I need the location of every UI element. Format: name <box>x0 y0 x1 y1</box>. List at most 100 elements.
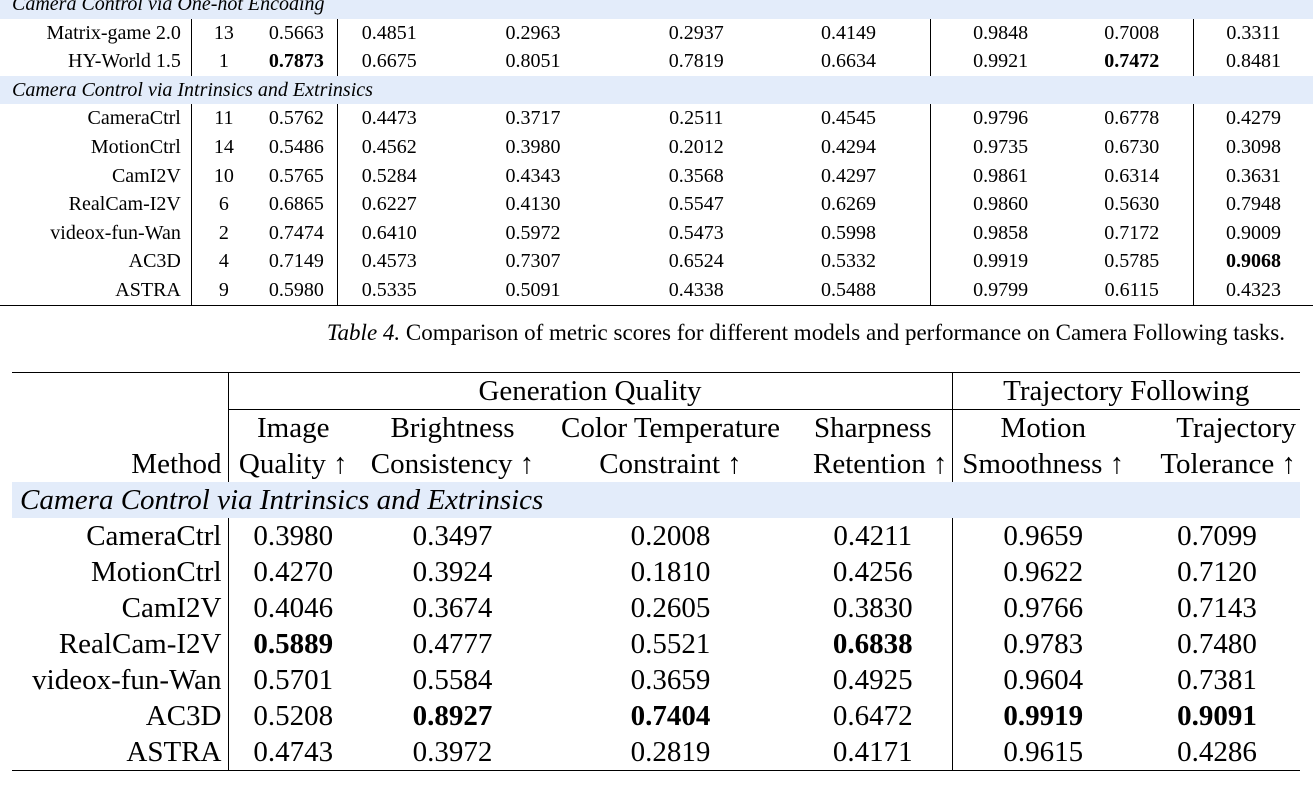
score-cell: 0.7948 <box>1193 190 1313 219</box>
method-cell: RealCam-I2V <box>58 628 222 660</box>
score-cell: 0.6524 <box>668 250 724 273</box>
score-cell: 0.4270 <box>227 554 358 590</box>
score-cell: 0.9919 <box>951 698 1134 734</box>
score-cell: 0.3980 <box>227 518 358 554</box>
score-cell: 0.6778 <box>1104 107 1160 130</box>
score-cell: 0.5208 <box>227 698 358 734</box>
group-header-generation: Generation Quality <box>227 372 952 410</box>
section-row-intrinsics: Camera Control via Intrinsics and Extrin… <box>12 482 1300 518</box>
rank-cell: 10 <box>190 161 256 191</box>
score-cell: 0.9799 <box>929 275 1071 306</box>
score-cell: 0.9766 <box>951 590 1134 626</box>
score-cell: 0.5284 <box>336 161 441 191</box>
score-cell: 0.9861 <box>929 161 1071 191</box>
score-cell: 0.4473 <box>336 104 441 133</box>
table-row: RealCam-I2V 0.5889 0.4777 0.5521 0.6838 … <box>12 626 1300 662</box>
score-cell: 0.9783 <box>951 626 1134 662</box>
score-cell: 0.9615 <box>951 734 1134 771</box>
table-row: CamI2V 10 0.5765 0.5284 0.4343 0.3568 0.… <box>0 161 1313 191</box>
score-cell: 0.5630 <box>1104 193 1160 216</box>
score-cell: 0.7008 <box>1104 21 1160 44</box>
score-cell: 0.2008 <box>630 520 711 552</box>
method-cell: ASTRA <box>0 275 192 306</box>
table-row: HY-World 1.5 1 0.7873 0.6675 0.8051 0.78… <box>0 47 1313 76</box>
score-cell: 0.7480 <box>1177 628 1257 660</box>
table-row: videox-fun-Wan 0.5701 0.5584 0.3659 0.49… <box>12 662 1300 698</box>
score-cell: 0.5762 <box>268 107 324 130</box>
column-header-row: Method Quality ↑ Consistency ↑ Constrain… <box>12 446 1300 482</box>
method-cell: CameraCtrl <box>87 107 181 130</box>
score-cell: 0.4343 <box>505 164 561 187</box>
score-cell: 0.9919 <box>929 247 1071 276</box>
col-header-color: Color Temperature <box>561 412 780 444</box>
score-cell: 0.4338 <box>625 275 768 306</box>
score-cell: 0.7472 <box>1104 50 1160 73</box>
method-cell: MotionCtrl <box>90 135 181 158</box>
table-row: CamI2V 0.4046 0.3674 0.2605 0.3830 0.976… <box>12 590 1300 626</box>
col-header-brightness-2: Consistency ↑ <box>370 448 535 480</box>
table-row: AC3D 0.5208 0.8927 0.7404 0.6472 0.9919 … <box>12 698 1300 734</box>
col-header-sharpness-2: Retention ↑ <box>812 448 948 480</box>
score-cell: 0.5488 <box>767 275 931 306</box>
score-cell: 0.4573 <box>336 247 441 276</box>
score-cell: 0.4130 <box>505 193 561 216</box>
score-cell: 0.5998 <box>821 221 877 244</box>
score-cell: 0.9622 <box>951 554 1134 590</box>
score-cell: 0.3830 <box>832 592 913 624</box>
score-cell: 0.8051 <box>505 50 561 73</box>
score-cell: 0.4323 <box>1193 275 1313 306</box>
score-cell: 0.7307 <box>505 250 561 273</box>
empty-header-cell <box>12 372 228 410</box>
section-label: Camera Control via One-hot Encoding <box>0 0 1313 19</box>
score-cell: 0.9659 <box>951 518 1134 554</box>
score-cell: 0.2012 <box>668 135 724 158</box>
score-cell: 0.9735 <box>929 132 1071 162</box>
method-cell: ASTRA <box>12 734 228 771</box>
section-row-intrinsics: Camera Control via Intrinsics and Extrin… <box>0 75 1313 105</box>
score-cell: 0.4545 <box>821 107 877 130</box>
score-cell: 0.3980 <box>505 135 561 158</box>
col-header-trajectory: Trajectory <box>1176 412 1296 444</box>
score-cell: 0.3659 <box>630 664 711 696</box>
table-row: ASTRA 0.4743 0.3972 0.2819 0.4171 0.9615… <box>12 734 1300 771</box>
score-cell: 0.9858 <box>929 218 1071 248</box>
score-cell: 0.5889 <box>227 626 358 662</box>
score-cell: 0.5521 <box>630 628 711 660</box>
method-cell: CameraCtrl <box>86 520 222 552</box>
score-cell: 0.6634 <box>821 50 877 73</box>
table-row: RealCam-I2V 6 0.6865 0.6227 0.4130 0.554… <box>0 190 1313 219</box>
score-cell: 0.4297 <box>821 164 877 187</box>
section-label: Camera Control via Intrinsics and Extrin… <box>0 75 1313 105</box>
score-cell: 0.7099 <box>1177 520 1257 552</box>
score-cell: 0.7381 <box>1177 664 1257 696</box>
score-cell: 0.4925 <box>832 664 913 696</box>
rank-cell: 1 <box>190 47 256 76</box>
score-cell: 0.7149 <box>268 250 324 273</box>
method-cell: videox-fun-Wan <box>50 221 181 244</box>
method-cell: MotionCtrl <box>90 556 222 588</box>
column-header-row: Image Brightness Color Temperature Sharp… <box>12 409 1300 446</box>
score-cell: 0.9796 <box>929 104 1071 133</box>
score-cell: 0.6115 <box>1070 275 1194 306</box>
score-cell: 0.2937 <box>668 21 724 44</box>
table-row: CameraCtrl 11 0.5762 0.4473 0.3717 0.251… <box>0 104 1313 133</box>
col-header-brightness: Brightness <box>390 412 515 444</box>
group-header-trajectory: Trajectory Following <box>951 372 1300 410</box>
score-cell: 0.3972 <box>358 734 547 771</box>
score-cell: 0.1810 <box>630 556 711 588</box>
method-cell: CamI2V <box>111 164 181 187</box>
previous-results-table: Camera Control via One-hot Encoding Matr… <box>0 0 1313 306</box>
score-cell: 0.6838 <box>832 628 913 660</box>
method-cell: AC3D <box>145 700 222 732</box>
method-cell: RealCam-I2V <box>68 193 181 216</box>
score-cell: 0.8481 <box>1193 47 1313 76</box>
score-cell: 0.3674 <box>412 592 493 624</box>
score-cell: 0.4286 <box>1134 734 1300 771</box>
table-row: MotionCtrl 14 0.5486 0.4562 0.3980 0.201… <box>0 132 1313 162</box>
table-row: videox-fun-Wan 2 0.7474 0.6410 0.5972 0.… <box>0 218 1313 248</box>
col-header-motion-2: Smoothness ↑ <box>951 446 1134 482</box>
score-cell: 0.4171 <box>794 734 952 771</box>
method-cell: HY-World 1.5 <box>68 50 181 73</box>
score-cell: 0.5332 <box>821 250 877 273</box>
score-cell: 0.2819 <box>547 734 794 771</box>
